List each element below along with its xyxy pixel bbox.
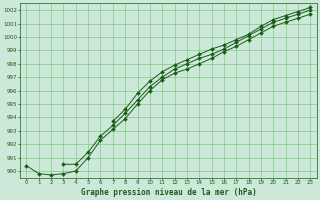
X-axis label: Graphe pression niveau de la mer (hPa): Graphe pression niveau de la mer (hPa) xyxy=(81,188,256,197)
